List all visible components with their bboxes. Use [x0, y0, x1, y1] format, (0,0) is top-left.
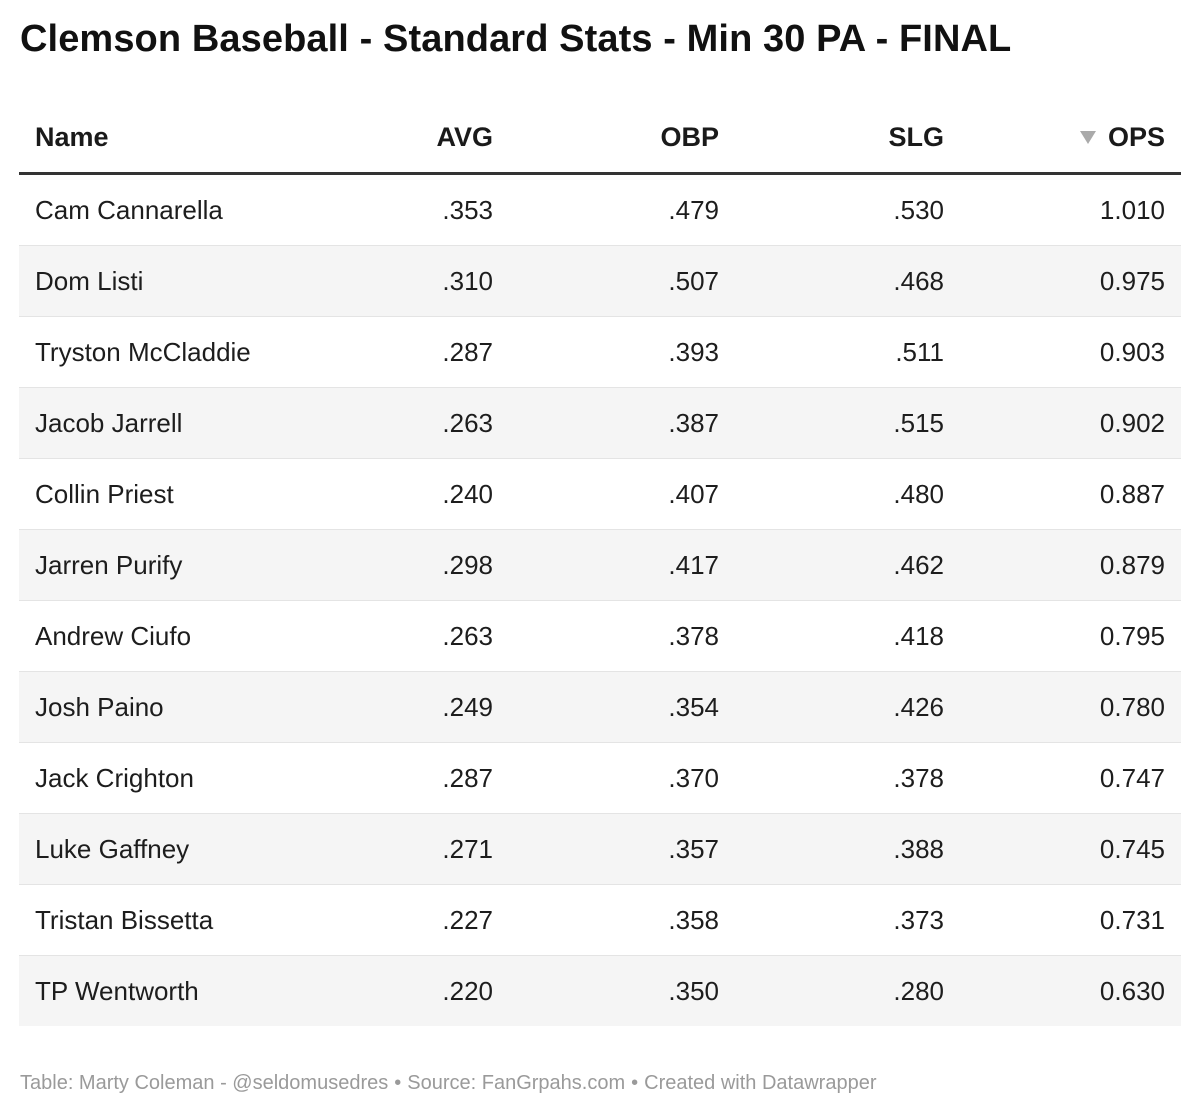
- table-row: Jack Crighton .287.370.378 0.747: [19, 742, 1181, 814]
- cell-obp: .378: [509, 600, 735, 672]
- cell-slg: .515: [735, 387, 960, 459]
- footer-separator: •: [631, 1072, 639, 1094]
- cell-slg: .511: [735, 316, 960, 388]
- cell-slg: .373: [735, 884, 960, 956]
- cell-name: Tryston McCladdie: [19, 316, 359, 388]
- table-row: Tristan Bissetta .227.358.373 0.731: [19, 884, 1181, 956]
- cell-name: Tristan Bissetta: [19, 884, 359, 956]
- column-header-ops[interactable]: OPS: [960, 103, 1181, 175]
- cell-name: Cam Cannarella: [19, 173, 359, 246]
- cell-avg: .220: [359, 955, 509, 1026]
- column-header-name[interactable]: Name: [19, 103, 359, 175]
- cell-obp: .479: [509, 173, 735, 246]
- cell-obp: .417: [509, 529, 735, 601]
- cell-obp: .370: [509, 742, 735, 814]
- cell-ops: 0.745: [960, 813, 1181, 885]
- cell-name: Jarren Purify: [19, 529, 359, 601]
- cell-name: Luke Gaffney: [19, 813, 359, 885]
- cell-ops: 0.630: [960, 955, 1181, 1026]
- cell-name: Jacob Jarrell: [19, 387, 359, 459]
- stats-table: Name AVG OBP SLG OPS Cam Cannarella .353.…: [19, 103, 1181, 1026]
- cell-ops: 0.795: [960, 600, 1181, 672]
- footer-source: Source: FanGrpahs.com: [407, 1072, 626, 1094]
- table-row: TP Wentworth .220.350.280 0.630: [19, 955, 1181, 1026]
- table-row: Jacob Jarrell .263.387.515 0.902: [19, 387, 1181, 459]
- cell-name: Josh Paino: [19, 671, 359, 743]
- cell-ops: 1.010: [960, 173, 1181, 246]
- cell-ops: 0.879: [960, 529, 1181, 601]
- cell-obp: .357: [509, 813, 735, 885]
- cell-obp: .354: [509, 671, 735, 743]
- cell-name: TP Wentworth: [19, 955, 359, 1026]
- cell-name: Collin Priest: [19, 458, 359, 530]
- cell-ops: 0.975: [960, 245, 1181, 317]
- cell-ops: 0.731: [960, 884, 1181, 956]
- cell-name: Jack Crighton: [19, 742, 359, 814]
- table-row: Dom Listi .310.507.468 0.975: [19, 245, 1181, 317]
- cell-obp: .358: [509, 884, 735, 956]
- cell-ops: 0.887: [960, 458, 1181, 530]
- table-row: Tryston McCladdie .287.393.511 0.903: [19, 316, 1181, 388]
- cell-slg: .468: [735, 245, 960, 317]
- footer-created-with: Created with Datawrapper: [644, 1072, 877, 1094]
- footer-separator: •: [394, 1072, 402, 1094]
- table-row: Cam Cannarella .353.479.530 1.010: [19, 173, 1181, 246]
- cell-name: Dom Listi: [19, 245, 359, 317]
- column-header-slg[interactable]: SLG: [735, 103, 960, 175]
- cell-obp: .387: [509, 387, 735, 459]
- cell-avg: .249: [359, 671, 509, 743]
- cell-avg: .287: [359, 316, 509, 388]
- cell-obp: .350: [509, 955, 735, 1026]
- cell-ops: 0.780: [960, 671, 1181, 743]
- cell-slg: .530: [735, 173, 960, 246]
- cell-slg: .462: [735, 529, 960, 601]
- table-row: Josh Paino .249.354.426 0.780: [19, 671, 1181, 743]
- chart-title: Clemson Baseball - Standard Stats - Min …: [20, 18, 1012, 60]
- cell-ops: 0.902: [960, 387, 1181, 459]
- cell-avg: .240: [359, 458, 509, 530]
- cell-obp: .507: [509, 245, 735, 317]
- table-row: Collin Priest .240.407.480 0.887: [19, 458, 1181, 530]
- table-row: Luke Gaffney .271.357.388 0.745: [19, 813, 1181, 885]
- column-header-avg[interactable]: AVG: [359, 103, 509, 175]
- cell-slg: .418: [735, 600, 960, 672]
- cell-avg: .298: [359, 529, 509, 601]
- table-row: Jarren Purify .298.417.462 0.879: [19, 529, 1181, 601]
- cell-avg: .287: [359, 742, 509, 814]
- cell-avg: .353: [359, 173, 509, 246]
- cell-avg: .263: [359, 600, 509, 672]
- header-row: Name AVG OBP SLG OPS: [19, 103, 1181, 175]
- footer-credits: Table: Marty Coleman - @seldomusedres • So…: [20, 1072, 876, 1095]
- footer-table-credit: Table: Marty Coleman - @seldomusedres: [20, 1072, 389, 1094]
- sort-descending-icon: [1079, 131, 1096, 144]
- column-header-ops-label: OPS: [1107, 122, 1165, 152]
- cell-name: Andrew Ciufo: [19, 600, 359, 672]
- cell-slg: .426: [735, 671, 960, 743]
- cell-avg: .271: [359, 813, 509, 885]
- table-body: Cam Cannarella .353.479.530 1.010 Dom Listi…: [19, 173, 1181, 1026]
- cell-ops: 0.747: [960, 742, 1181, 814]
- cell-slg: .280: [735, 955, 960, 1026]
- cell-obp: .393: [509, 316, 735, 388]
- cell-slg: .378: [735, 742, 960, 814]
- cell-slg: .480: [735, 458, 960, 530]
- cell-avg: .310: [359, 245, 509, 317]
- cell-slg: .388: [735, 813, 960, 885]
- cell-avg: .263: [359, 387, 509, 459]
- table-row: Andrew Ciufo .263.378.418 0.795: [19, 600, 1181, 672]
- cell-ops: 0.903: [960, 316, 1181, 388]
- cell-avg: .227: [359, 884, 509, 956]
- cell-obp: .407: [509, 458, 735, 530]
- column-header-obp[interactable]: OBP: [509, 103, 735, 175]
